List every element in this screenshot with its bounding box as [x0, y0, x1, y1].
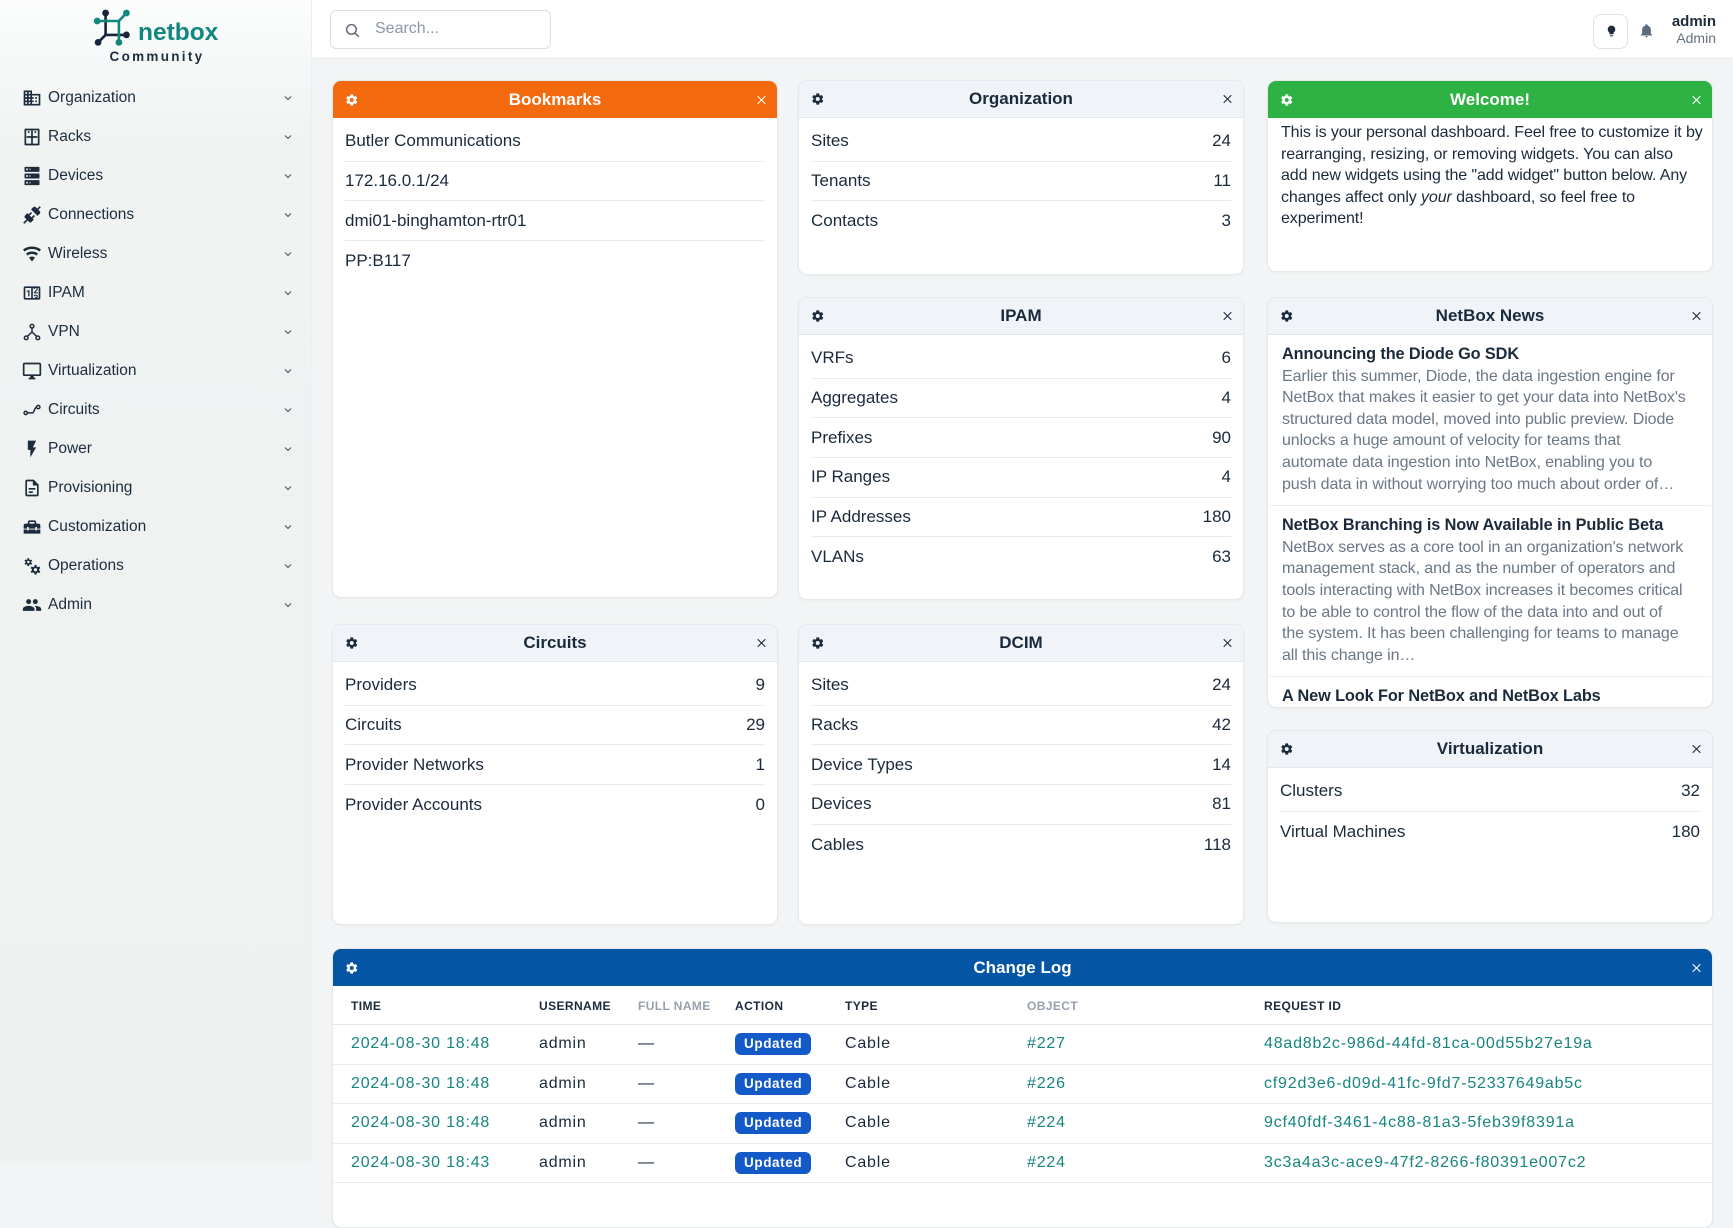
svg-text:netbox: netbox — [138, 19, 219, 46]
